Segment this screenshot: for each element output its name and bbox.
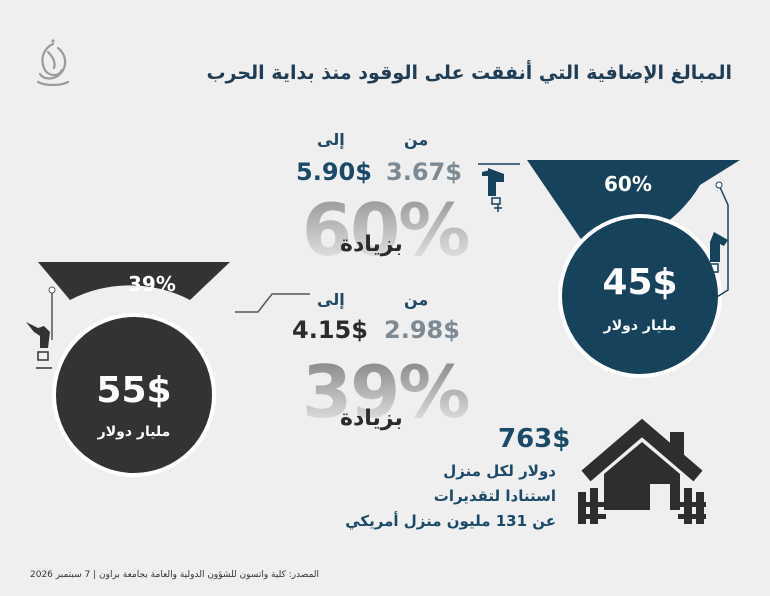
bottom-to-label: إلى (317, 290, 345, 309)
right-gauge-unit: مليار دولار (603, 318, 677, 334)
household-amount: 763$ (498, 424, 571, 454)
left-gauge-amount: 55$ (96, 370, 172, 411)
bottom-from-label: من (404, 290, 429, 309)
fuel-nozzle-icon (707, 232, 728, 273)
top-from-label: من (404, 130, 429, 149)
right-gauge-percent: 60% (604, 172, 652, 196)
right-gauge-amount: 45$ (602, 262, 678, 303)
household-line-2: استنادا لتقديرات (433, 487, 556, 505)
fuel-nozzle-icon (26, 322, 52, 369)
fuel-nozzle-icon (482, 168, 504, 212)
al-jazeera-logo-icon (30, 38, 76, 94)
top-increase-label: بزيادة (340, 232, 403, 257)
bottom-big-percent: 39% (302, 350, 470, 434)
bottom-from-value: 2.98$ (384, 316, 460, 344)
top-from-value: 3.67$ (386, 158, 462, 186)
left-gauge-circle (52, 313, 216, 477)
right-gauge-sector (527, 160, 740, 249)
bottom-increase-label: بزيادة (340, 406, 403, 431)
page-title: المبالغ الإضافية التي أنفقت على الوقود م… (206, 62, 732, 84)
left-gauge-unit: مليار دولار (97, 424, 171, 440)
source-note: المصدر: كلية واتسون للشؤون الدولية والعا… (30, 570, 320, 580)
household-line-1: دولار لكل منزل (443, 462, 556, 480)
top-to-value: 5.90$ (296, 158, 372, 186)
left-gauge-percent: 39% (128, 272, 176, 296)
household-line-3: عن 131 مليون منزل أمريكي (345, 512, 556, 530)
left-gauge-sector (38, 262, 230, 300)
top-big-percent: 60% (302, 188, 470, 272)
house-icon (578, 418, 706, 524)
bottom-to-value: 4.15$ (292, 316, 368, 344)
top-to-label: إلى (317, 130, 345, 149)
right-gauge-circle (558, 214, 722, 378)
